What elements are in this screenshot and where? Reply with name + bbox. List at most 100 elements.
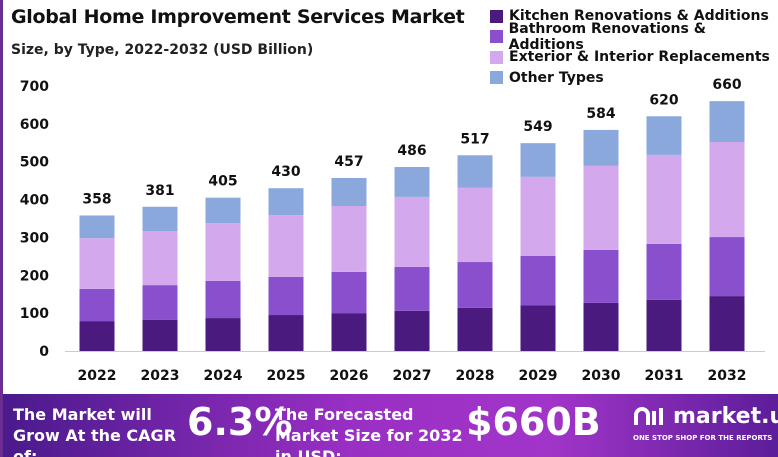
legend-label: Kitchen Renovations & Additions xyxy=(509,8,769,25)
x-tick-label: 2027 xyxy=(393,368,432,384)
bar-segment-bathroom-renovations-additions-2030 xyxy=(583,249,619,303)
bar-segment-kitchen-renovations-additions-2028 xyxy=(457,307,493,351)
legend-swatch xyxy=(490,30,503,44)
bar-segment-kitchen-renovations-additions-2022 xyxy=(79,321,115,351)
cagr-value: 6.3% xyxy=(187,400,293,444)
total-label: 620 xyxy=(649,92,678,108)
legend-label: Other Types xyxy=(509,69,604,86)
bar-segment-exterior-interior-replacements-2031 xyxy=(646,154,682,244)
bar-segment-other-types-2028 xyxy=(457,155,493,188)
total-label: 381 xyxy=(145,183,174,199)
logo-tagline: ONE STOP SHOP FOR THE REPORTS xyxy=(633,434,773,442)
total-label: 549 xyxy=(523,119,552,135)
y-tick-label: 600 xyxy=(20,117,49,133)
bar-segment-other-types-2024 xyxy=(205,197,241,224)
summary-banner: The Market will Grow At the CAGR of: 6.3… xyxy=(3,394,778,457)
bar-segment-kitchen-renovations-additions-2025 xyxy=(268,315,304,351)
total-label: 486 xyxy=(397,143,426,159)
y-tick-label: 700 xyxy=(20,79,49,95)
y-tick-label: 0 xyxy=(39,344,49,360)
bar-segment-kitchen-renovations-additions-2030 xyxy=(583,302,619,351)
legend-item: Bathroom Renovations & Additions xyxy=(490,21,778,53)
x-tick-label: 2024 xyxy=(204,368,243,384)
bar-segment-other-types-2031 xyxy=(646,116,682,155)
x-tick-label: 2032 xyxy=(708,368,747,384)
legend-item: Exterior & Interior Replacements xyxy=(490,47,778,68)
bar-segment-bathroom-renovations-additions-2026 xyxy=(331,271,367,314)
bar-segment-kitchen-renovations-additions-2027 xyxy=(394,310,430,351)
chart-title: Global Home Improvement Services Market xyxy=(11,6,465,28)
bar-segment-exterior-interior-replacements-2022 xyxy=(79,238,115,289)
x-tick-label: 2028 xyxy=(456,368,495,384)
bar-segment-bathroom-renovations-additions-2025 xyxy=(268,276,304,316)
y-tick-label: 500 xyxy=(20,155,49,171)
y-tick-label: 100 xyxy=(20,306,49,322)
legend-swatch xyxy=(490,9,503,23)
total-label: 584 xyxy=(586,106,615,122)
cagr-label: The Market will Grow At the CAGR of: xyxy=(13,405,177,457)
total-label: 457 xyxy=(334,154,363,170)
bar-segment-bathroom-renovations-additions-2032 xyxy=(709,237,745,297)
y-tick-label: 200 xyxy=(20,268,49,284)
legend-label: Bathroom Renovations & Additions xyxy=(508,20,706,53)
bar-segment-exterior-interior-replacements-2025 xyxy=(268,215,304,277)
bar-segment-bathroom-renovations-additions-2023 xyxy=(142,285,178,320)
chart-subtitle: Size, by Type, 2022-2032 (USD Billion) xyxy=(11,42,314,58)
bar-segment-exterior-interior-replacements-2030 xyxy=(583,165,619,250)
x-tick-label: 2030 xyxy=(582,368,621,384)
bar-segment-bathroom-renovations-additions-2028 xyxy=(457,262,493,308)
x-tick-label: 2022 xyxy=(78,368,117,384)
forecast-label: The Forecasted Market Size for 2032 in U… xyxy=(275,405,463,457)
forecast-value: $660B xyxy=(466,400,601,444)
legend-swatch xyxy=(490,50,503,64)
bar-segment-other-types-2025 xyxy=(268,188,304,216)
bar-segment-kitchen-renovations-additions-2023 xyxy=(142,319,178,351)
y-tick-label: 300 xyxy=(20,230,49,246)
bar-segment-kitchen-renovations-additions-2031 xyxy=(646,299,682,351)
total-label: 358 xyxy=(82,191,111,207)
logo-icon xyxy=(634,406,663,425)
bar-segment-kitchen-renovations-additions-2032 xyxy=(709,296,745,351)
bar-segment-other-types-2027 xyxy=(394,167,430,197)
bar-segment-exterior-interior-replacements-2024 xyxy=(205,223,241,281)
bar-segment-exterior-interior-replacements-2023 xyxy=(142,230,178,286)
bar-segment-exterior-interior-replacements-2028 xyxy=(457,187,493,263)
bar-segment-kitchen-renovations-additions-2029 xyxy=(520,305,556,351)
legend-swatch xyxy=(490,71,503,85)
total-label: 405 xyxy=(208,174,237,190)
x-tick-label: 2023 xyxy=(141,368,180,384)
market-us-logo: market.us ONE STOP SHOP FOR THE REPORTS xyxy=(633,404,778,442)
bar-segment-other-types-2030 xyxy=(583,129,619,166)
x-tick-label: 2025 xyxy=(267,368,306,384)
bar-segment-kitchen-renovations-additions-2024 xyxy=(205,318,241,351)
x-tick-label: 2029 xyxy=(519,368,558,384)
stacked-bar-chart: 0 100 200 300 400 500 600 700 358 2022 381 2023 405 2… xyxy=(20,77,765,384)
bar-segment-bathroom-renovations-additions-2029 xyxy=(520,255,556,306)
bar-segment-bathroom-renovations-additions-2027 xyxy=(394,266,430,311)
total-label: 430 xyxy=(271,164,300,180)
bar-segment-kitchen-renovations-additions-2026 xyxy=(331,313,367,351)
bar-segment-bathroom-renovations-additions-2031 xyxy=(646,243,682,300)
bar-segment-other-types-2022 xyxy=(79,215,115,239)
x-tick-label: 2031 xyxy=(645,368,684,384)
x-tick-label: 2026 xyxy=(330,368,369,384)
bar-segment-other-types-2029 xyxy=(520,143,556,177)
total-label: 660 xyxy=(712,77,741,93)
legend-label: Exterior & Interior Replacements xyxy=(509,49,770,66)
legend-item: Other Types xyxy=(490,68,778,89)
bar-segment-other-types-2023 xyxy=(142,206,178,231)
y-tick-label: 400 xyxy=(20,193,49,209)
bar-segment-exterior-interior-replacements-2029 xyxy=(520,176,556,256)
legend: Kitchen Renovations & Additions Bathroom … xyxy=(490,6,778,88)
logo-text: market.us xyxy=(673,404,778,429)
bar-segment-exterior-interior-replacements-2026 xyxy=(331,206,367,272)
total-label: 517 xyxy=(460,131,489,147)
bar-segment-exterior-interior-replacements-2032 xyxy=(709,142,745,238)
bar-segment-exterior-interior-replacements-2027 xyxy=(394,196,430,267)
bar-segment-bathroom-renovations-additions-2022 xyxy=(79,288,115,322)
bar-segment-bathroom-renovations-additions-2024 xyxy=(205,280,241,319)
bar-segment-other-types-2026 xyxy=(331,177,367,207)
bar-segment-other-types-2032 xyxy=(709,101,745,143)
legend-item: Kitchen Renovations & Additions xyxy=(490,6,778,27)
